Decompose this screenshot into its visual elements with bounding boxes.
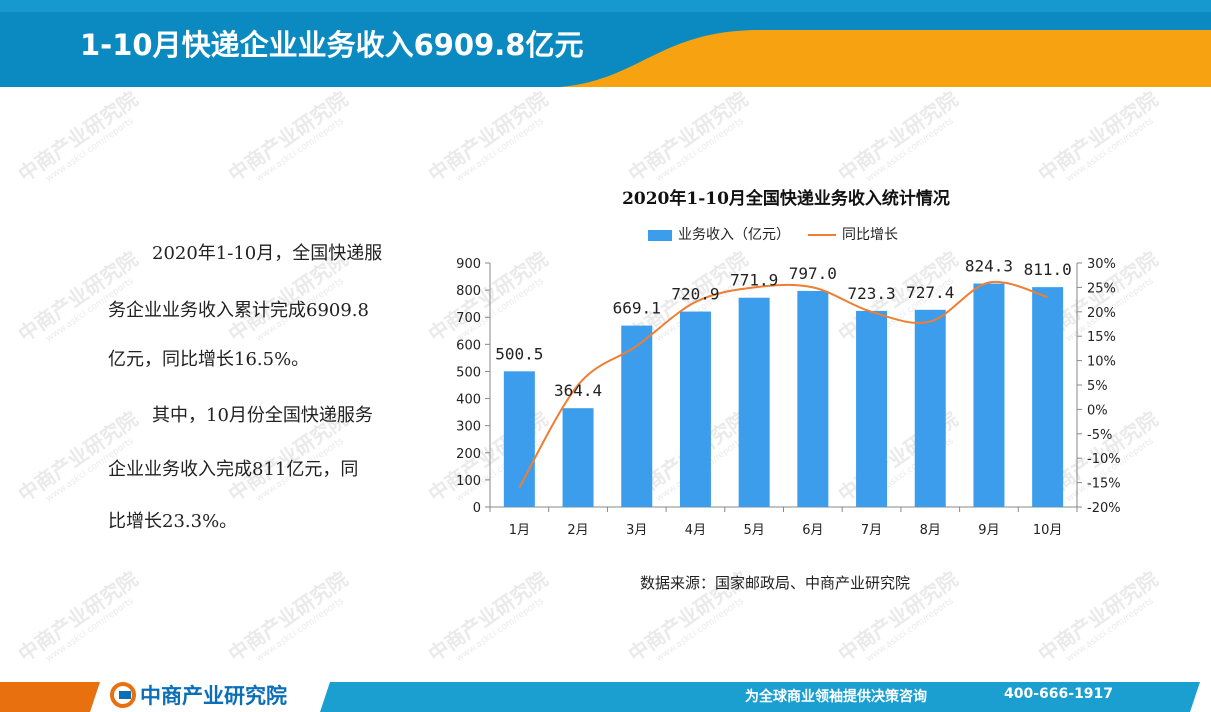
bar	[914, 309, 946, 507]
x-tick-label: 2月	[567, 523, 588, 538]
bar-data-label: 500.5	[495, 344, 543, 363]
footer-slogan: 为全球商业领袖提供决策咨询	[745, 689, 927, 705]
page-title: 1-10月快递企业业务收入6909.8亿元	[80, 28, 584, 62]
bar	[738, 297, 770, 507]
bar-data-label: 797.0	[789, 264, 837, 283]
bar	[856, 310, 888, 507]
x-tick-label: 7月	[861, 523, 882, 538]
paragraph-line: 亿元，同比增长16.5%。	[108, 349, 310, 370]
footer-background	[0, 682, 1200, 712]
x-tick-label: 8月	[920, 523, 941, 538]
chart-legend: 业务收入（亿元） 同比增长	[648, 224, 898, 244]
y-tick-label-right: -10%	[1087, 452, 1121, 467]
y-tick-label-left: 400	[456, 393, 481, 408]
x-tick-label: 5月	[744, 523, 765, 538]
growth-line	[518, 280, 1048, 488]
bar-data-label: 364.4	[554, 381, 602, 400]
bar-data-label: 727.4	[906, 283, 954, 302]
y-tick-label-right: -20%	[1087, 501, 1121, 516]
chart-title: 2020年1-10月全国快递业务收入统计情况	[622, 189, 950, 209]
y-tick-label-right: -15%	[1087, 477, 1121, 492]
header-banner: 1-10月快递企业业务收入6909.8亿元	[0, 0, 1211, 87]
y-tick-label-right: 15%	[1087, 330, 1116, 345]
logo-text: 中商产业研究院	[140, 684, 287, 708]
bar	[797, 290, 829, 507]
bar-data-label: 824.3	[965, 257, 1013, 276]
legend-bar-swatch	[648, 229, 672, 241]
paragraph-line: 其中，10月份全国快递服务	[152, 405, 373, 426]
y-tick-label-right: 25%	[1087, 281, 1116, 296]
y-tick-label-left: 100	[456, 474, 481, 489]
paragraph-line: 比增长23.3%。	[108, 511, 238, 532]
y-tick-label-right: 0%	[1087, 403, 1108, 418]
y-tick-label-left: 600	[456, 338, 481, 353]
y-tick-label-right: 30%	[1087, 257, 1116, 272]
x-tick-label: 9月	[978, 523, 999, 538]
bar-data-label: 669.1	[613, 299, 661, 318]
y-tick-label-left: 700	[456, 311, 481, 326]
bar-data-label: 723.3	[847, 284, 895, 303]
y-tick-label-left: 900	[456, 257, 481, 272]
footer-phone: 400-666-1917	[1004, 686, 1114, 702]
bar	[503, 371, 535, 507]
y-tick-label-left: 500	[456, 365, 481, 380]
y-tick-label-right: 20%	[1087, 306, 1116, 321]
bar-data-label: 720.9	[671, 285, 719, 304]
x-tick-label: 6月	[802, 523, 823, 538]
bar	[621, 325, 653, 507]
y-tick-label-right: 10%	[1087, 355, 1116, 370]
data-source: 数据来源：国家邮政局、中商产业研究院	[640, 574, 911, 592]
bar	[1032, 287, 1064, 507]
paragraph-line: 企业业务收入完成811亿元，同	[108, 459, 359, 480]
y-tick-label-left: 300	[456, 420, 481, 435]
x-tick-label: 4月	[685, 523, 706, 538]
x-tick-label: 3月	[626, 523, 647, 538]
x-tick-label: 10月	[1033, 523, 1063, 538]
y-tick-label-right: 5%	[1087, 379, 1108, 394]
bar	[679, 311, 711, 507]
logo-icon	[110, 682, 136, 708]
bar-data-label: 771.9	[730, 271, 778, 290]
legend-bar-label: 业务收入（亿元）	[678, 227, 790, 243]
y-tick-label-left: 800	[456, 284, 481, 299]
bar-data-label: 811.0	[1024, 260, 1072, 279]
x-tick-label: 1月	[509, 523, 530, 538]
bar	[973, 283, 1005, 507]
y-tick-label-left: 200	[456, 447, 481, 462]
paragraph-line: 务企业业务收入累计完成6909.8	[108, 300, 369, 321]
y-tick-label-left: 0	[473, 501, 481, 516]
bar	[562, 408, 594, 507]
legend-line-swatch	[808, 234, 836, 236]
paragraph-line: 2020年1-10月，全国快递服	[152, 243, 383, 264]
header-background	[0, 0, 1211, 87]
y-tick-label-right: -5%	[1087, 428, 1112, 443]
legend-line-label: 同比增长	[842, 227, 898, 243]
